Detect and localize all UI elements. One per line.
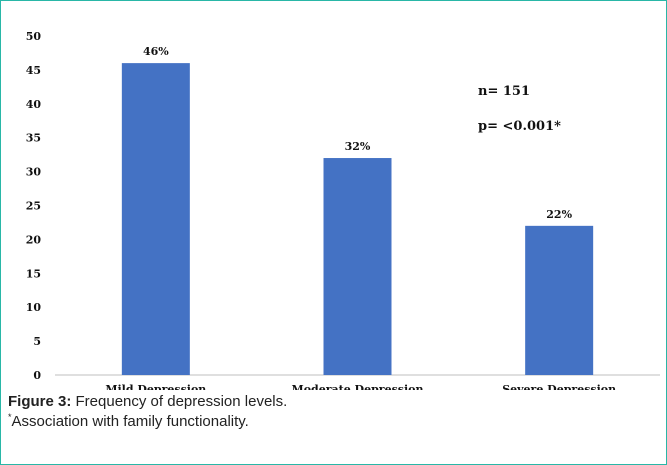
data-labels: 46% 32% 22% [143,45,573,221]
x-tick-label: Severe Depression [502,383,616,390]
note-text: Association with family functionality. [11,413,249,430]
caption-text: Frequency of depression levels. [71,393,288,410]
y-tick-label: 35 [26,132,41,145]
x-tick-label: Mild Depression [105,383,206,390]
data-label: 22% [546,208,572,221]
data-label: 46% [143,45,169,58]
y-tick-label: 30 [26,166,42,179]
bar-chart: 0 5 10 15 20 25 30 35 40 45 50 46% 32% 22% Mild Depr… [26,30,660,390]
bar [525,225,594,375]
y-tick-label: 20 [26,233,42,246]
y-tick-label: 45 [26,64,41,77]
y-tick-label: 50 [26,30,42,43]
figure-caption: Figure 3: Frequency of depression levels… [8,392,658,432]
caption-note: *Association with family functionality. [8,412,658,432]
bar [121,63,190,376]
y-tick-label: 0 [33,369,41,382]
y-tick-label: 5 [33,335,41,348]
y-tick-label: 25 [26,200,41,213]
bars [121,63,594,376]
data-label: 32% [345,140,371,153]
note-marker: * [8,412,12,422]
caption-line: Figure 3: Frequency of depression levels… [8,392,658,412]
figure-label: Figure 3: [8,393,72,410]
y-tick-label: 15 [26,267,41,280]
y-tick-label: 40 [26,98,42,111]
x-tick-label: Moderate Depression [292,383,424,390]
y-axis-ticks: 0 5 10 15 20 25 30 35 40 45 50 [26,30,42,382]
bar [323,158,392,375]
annotation-p-value: p= <0.001* [478,119,561,134]
annotation-sample-size: n= 151 [478,84,530,99]
y-tick-label: 10 [26,301,42,314]
x-axis-ticks: Mild Depression Moderate Depression Severe… [105,383,616,390]
